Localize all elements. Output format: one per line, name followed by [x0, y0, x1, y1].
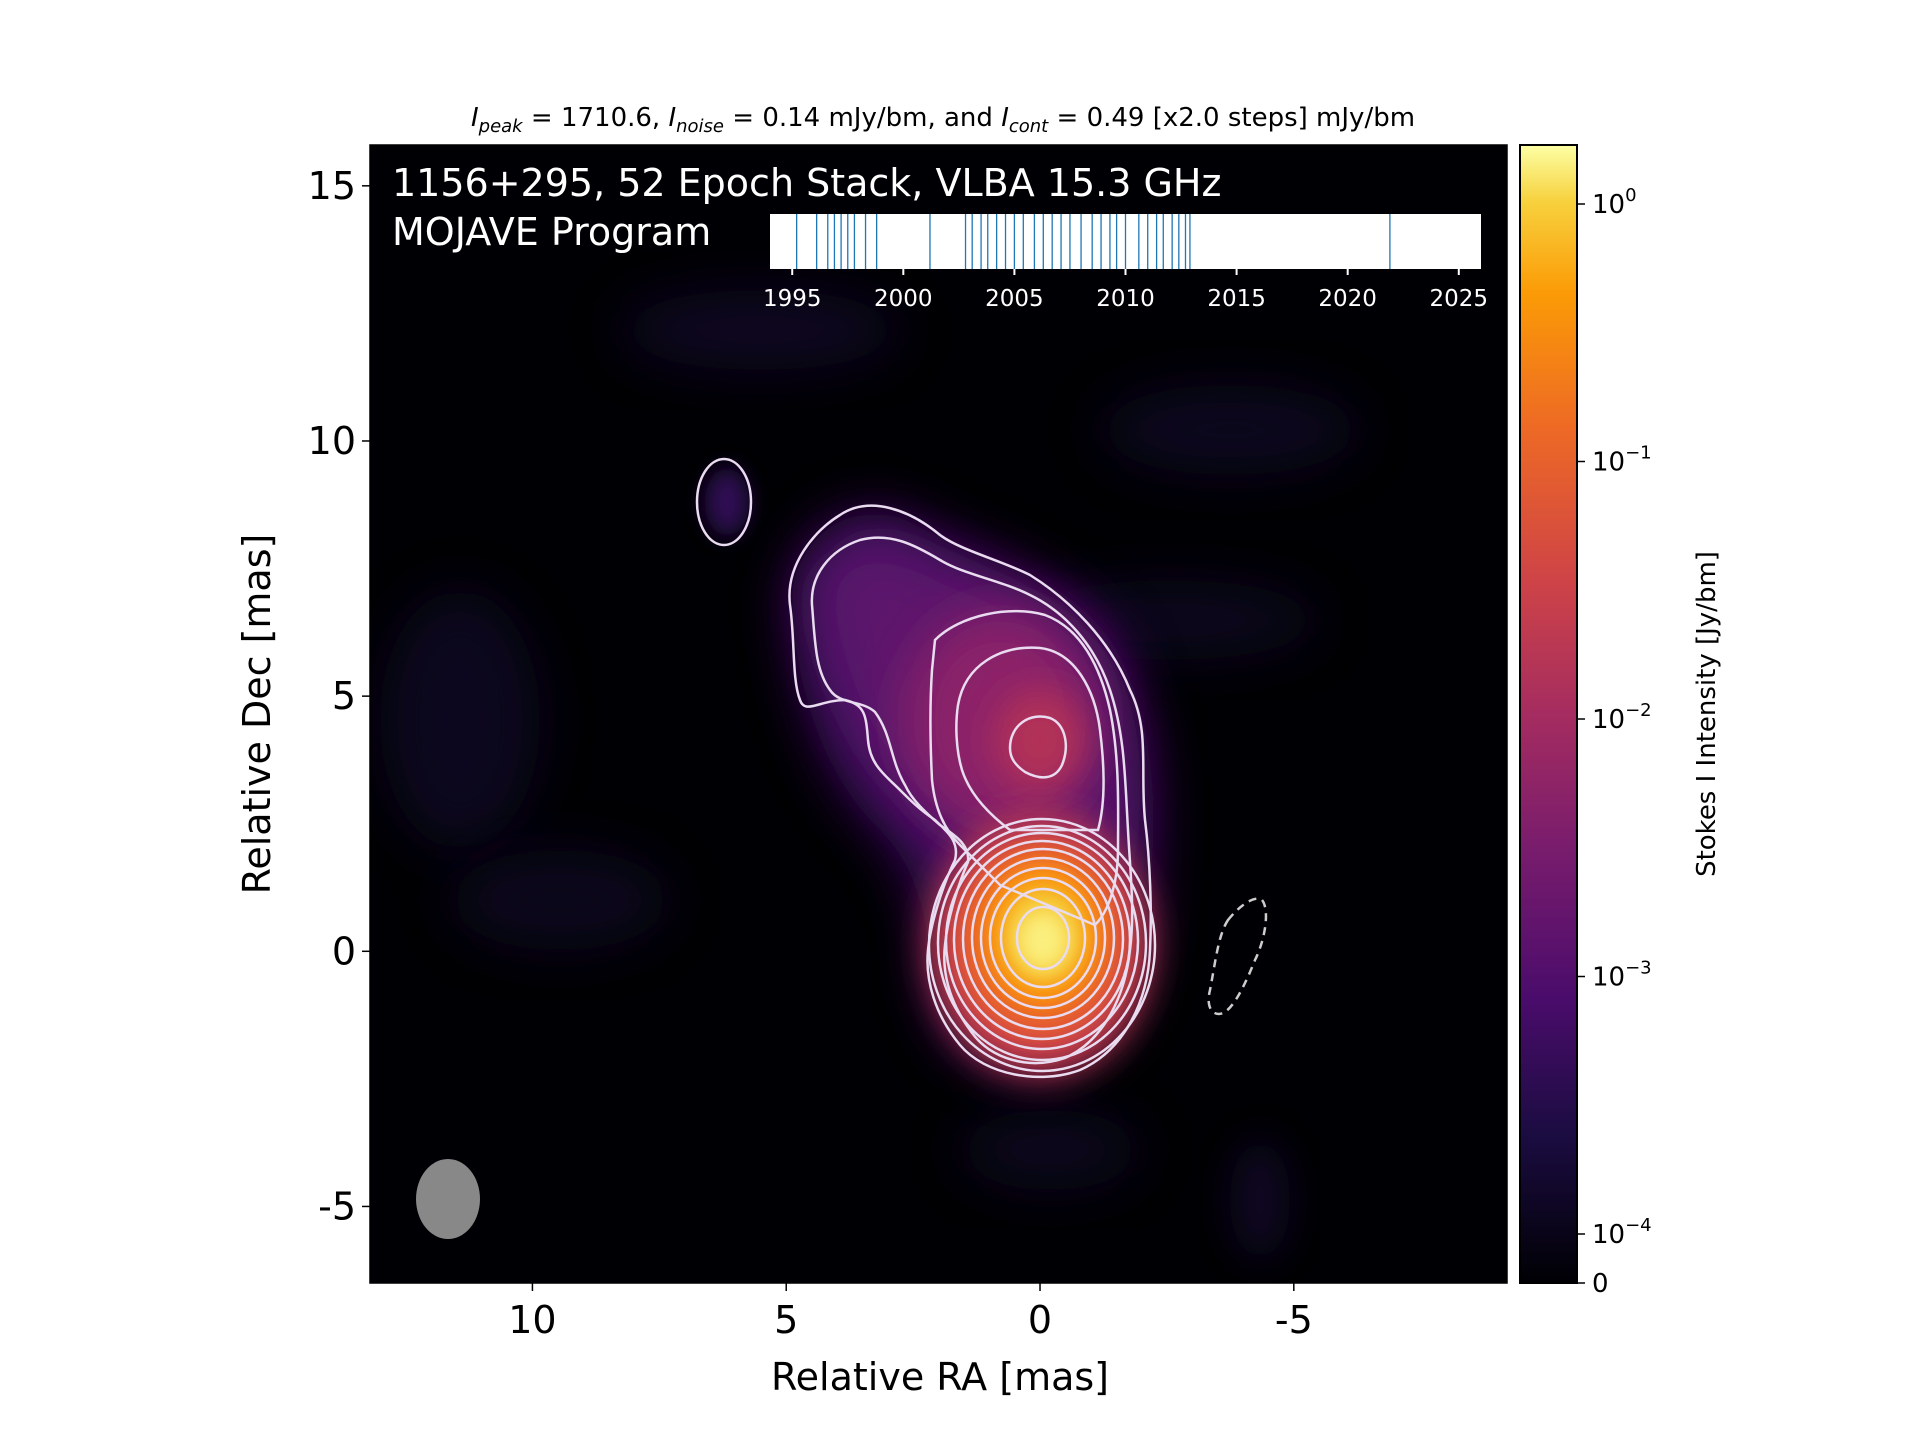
x-tick-label: 10	[508, 1298, 556, 1342]
y-tick-label: 15	[308, 164, 356, 208]
colorbar-tick-label: 10−2	[1592, 700, 1652, 735]
contour-level-3	[929, 609, 1120, 927]
x-tick-label: 5	[774, 1298, 798, 1342]
contours	[695, 457, 1268, 1079]
colorbar-ticks: 100 10−1 10−2 10−3 10−4 0	[1577, 185, 1652, 1299]
colorbar-label: Stokes I Intensity [Jy/bm]	[1692, 551, 1722, 877]
contour-island	[695, 457, 753, 547]
x-tick-label: -5	[1275, 1298, 1313, 1342]
x-axis-label: Relative RA [mas]	[771, 1355, 1109, 1399]
y-axis-label: Relative Dec [mas]	[235, 534, 279, 895]
timeline-tick-label: 2005	[985, 286, 1044, 312]
colorbar-tick-label: 0	[1592, 1269, 1609, 1299]
colorbar-gradient	[1519, 144, 1578, 1284]
timeline-tick-label: 2010	[1096, 286, 1155, 312]
title-peak-sub: peak	[478, 116, 525, 137]
title-peak-symbol: I	[471, 103, 479, 133]
plot-frame	[369, 144, 1508, 1284]
title-noise-value: 0.14 mJy/bm	[762, 103, 927, 133]
beam-ellipse	[416, 1159, 480, 1239]
title-peak-value: 1710.6	[561, 103, 652, 133]
title-cont-value: 0.49 [x2.0 steps] mJy/bm	[1087, 103, 1415, 133]
y-tick-label: 5	[332, 674, 356, 718]
contour-level-5	[1008, 715, 1067, 779]
timeline-tick-label: 2025	[1430, 286, 1489, 312]
core-contours	[927, 817, 1157, 1073]
title-joiner: , and	[927, 103, 1001, 133]
timeline-tick-label: 2000	[874, 286, 933, 312]
timeline-tick-label: 2015	[1207, 286, 1266, 312]
image-panel: 1156+295, 52 Epoch Stack, VLBA 15.3 GHz …	[370, 145, 1507, 1283]
contour-level-1	[788, 504, 1153, 1079]
colorbar-tick-label: 10−4	[1592, 1215, 1652, 1250]
title-noise-sub: noise	[676, 116, 724, 137]
title-noise-symbol: I	[668, 103, 676, 133]
background-noise	[380, 290, 1360, 1260]
plot-title: Ipeak = 1710.6, Inoise = 0.14 mJy/bm, an…	[471, 103, 1415, 137]
x-axis-ticks: 10 5 0 -5	[508, 1283, 1313, 1342]
annotation-line2: MOJAVE Program	[392, 210, 711, 254]
title-cont-sub: cont	[1009, 116, 1049, 137]
epoch-lines	[796, 214, 1391, 269]
y-tick-label: -5	[318, 1184, 356, 1228]
x-tick-label: 0	[1028, 1298, 1052, 1342]
y-axis-ticks: -5 0 5 10 15	[308, 164, 370, 1228]
epoch-timeline: 1995 2000 2005 2010 2015 2020 2025	[763, 214, 1488, 312]
y-tick-label: 10	[308, 419, 356, 463]
y-tick-label: 0	[332, 929, 356, 973]
annotation-line1: 1156+295, 52 Epoch Stack, VLBA 15.3 GHz	[392, 161, 1221, 205]
colorbar-tick-label: 100	[1592, 185, 1637, 220]
timeline-tick-label: 2020	[1318, 286, 1377, 312]
contour-level-4	[955, 646, 1105, 832]
timeline-ticks: 1995 2000 2005 2010 2015 2020 2025	[763, 269, 1488, 312]
colorbar: 100 10−1 10−2 10−3 10−4 0 Stokes I Intensity …	[1519, 144, 1722, 1299]
timeline-tick-label: 1995	[763, 286, 822, 312]
colorbar-tick-label: 10−3	[1592, 958, 1652, 993]
title-cont-symbol: I	[1001, 103, 1009, 133]
colorbar-tick-label: 10−1	[1592, 443, 1652, 478]
contour-negative	[1207, 897, 1268, 1016]
